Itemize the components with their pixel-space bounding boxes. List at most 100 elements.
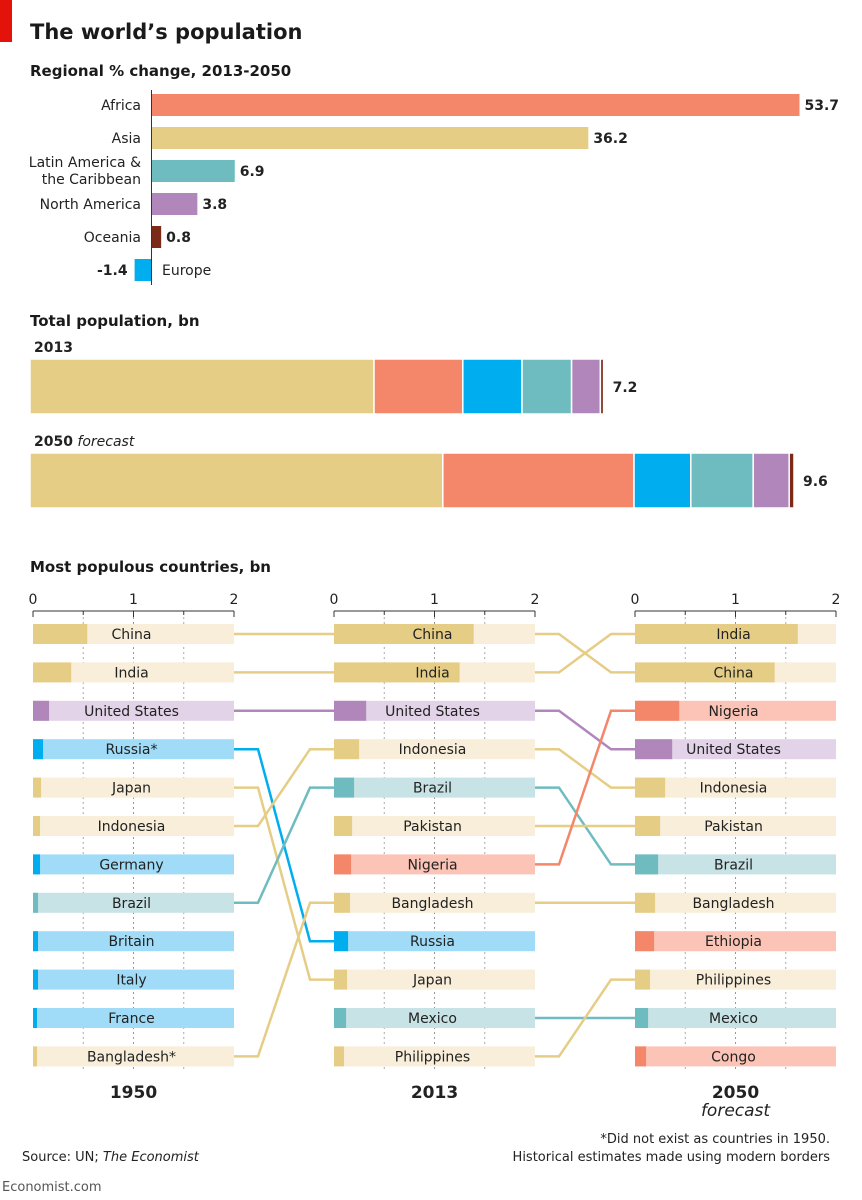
regional-label-latin-america-the-caribbean: Latin America & the Caribbean [29, 155, 141, 188]
column-year-2013: 2013 [411, 1083, 458, 1103]
connector-indonesia [535, 747, 635, 789]
country-bar-2013-pakistan [334, 816, 353, 836]
country-label-2013-brazil: Brazil [413, 781, 452, 797]
axis-tick-label-2050-0: 0 [631, 592, 640, 608]
country-bar-bg-1950-indonesia [33, 816, 234, 836]
country-bar-bg-1950-india [33, 662, 234, 683]
regional-label-europe: Europe [162, 263, 211, 279]
regional-value-africa: 53.7 [805, 98, 840, 114]
country-bar-2050-united-states [635, 739, 673, 760]
connector-indonesia [234, 747, 334, 828]
total-segment-2013-latin-america-the-caribbean [521, 358, 573, 415]
regional-label-north-america: North America [40, 197, 141, 213]
regional-subtitle: Regional % change, 2013-2050 [30, 62, 291, 80]
country-bar-2013-mexico [334, 1008, 347, 1028]
footnote-line-2: Historical estimates made using modern b… [513, 1150, 831, 1165]
country-bar-1950-india [33, 662, 72, 683]
country-bar-bg-2050-indonesia [635, 777, 836, 798]
country-label-2013-nigeria: Nigeria [407, 857, 457, 873]
country-bar-1950-united-states [33, 700, 50, 721]
country-bar-2013-russia [334, 931, 349, 952]
connector-philippines [535, 978, 635, 1058]
country-bar-1950-russia [33, 739, 44, 760]
country-bar-1950-brazil [33, 892, 39, 913]
country-label-2050-india: India [716, 627, 750, 643]
footer: Source: UN; The Economist *Did not exist… [2, 1132, 830, 1195]
total-row-suffix: forecast [73, 434, 135, 450]
country-label-1950-japan: Japan [111, 781, 151, 797]
country-bar-bg-2013-nigeria [334, 854, 535, 875]
country-label-2050-mexico: Mexico [709, 1011, 758, 1027]
regional-label-line: Asia [112, 131, 141, 147]
connector-nigeria [535, 709, 635, 866]
regional-label-line: the Caribbean [42, 172, 141, 188]
axis-tick-label-1950-1: 1 [129, 592, 138, 608]
country-label-2013-indonesia: Indonesia [399, 742, 467, 758]
connector-united-states [535, 709, 635, 751]
regional-change-chart: Regional % change, 2013-2050 Africa 53.7 A… [29, 62, 839, 285]
total-segment-2013-asia [29, 358, 375, 415]
regional-bar-oceania [151, 226, 162, 248]
total-segment-2013-europe [462, 358, 523, 415]
regional-label-asia: Asia [112, 131, 141, 147]
regional-label-africa: Africa [101, 98, 141, 114]
country-bar-bg-2013-pakistan [334, 816, 535, 836]
country-bar-bg-1950-france [33, 1008, 234, 1028]
country-bar-bg-2013-brazil [334, 777, 535, 798]
country-label-1950-china: China [112, 627, 152, 643]
country-bar-2050-china [635, 662, 775, 683]
axis-tick-label-2050-1: 1 [731, 592, 740, 608]
axis-tick-label-1950-2: 2 [230, 592, 239, 608]
country-bar-2050-brazil [635, 854, 659, 875]
country-bar-bg-2050-nigeria [635, 700, 836, 721]
total-segment-2050-africa [442, 452, 635, 509]
regional-label-oceania: Oceania [84, 230, 141, 246]
country-label-2013-philippines: Philippines [395, 1049, 470, 1065]
total-subtitle: Total population, bn [30, 312, 200, 330]
country-bar-2013-indonesia [334, 739, 360, 760]
country-label-2050-ethiopia: Ethiopia [705, 934, 762, 950]
country-bar-2050-ethiopia [635, 931, 655, 952]
country-bar-1950-china [33, 624, 88, 644]
footnote-line-1: *Did not exist as countries in 1950. [600, 1132, 830, 1147]
country-label-1950-russia: Russia* [105, 742, 157, 758]
country-bar-bg-1950-japan [33, 777, 234, 798]
country-bar-bg-2013-philippines [334, 1046, 535, 1067]
connector-india [535, 632, 635, 674]
axis-tick-label-2050-2: 2 [832, 592, 841, 608]
regional-bar-asia [151, 127, 589, 149]
country-bar-bg-2050-united-states [635, 739, 836, 760]
country-label-2050-united-states: United States [686, 742, 781, 758]
country-bar-2013-india [334, 662, 460, 683]
country-label-1950-germany: Germany [99, 857, 163, 873]
country-bar-2050-philippines [635, 969, 651, 990]
axis-tick-label-2013-0: 0 [330, 592, 339, 608]
total-segment-2050-asia [29, 452, 444, 509]
country-bar-2050-bangladesh [635, 892, 656, 913]
regional-value-latin-america-the-caribbean: 6.9 [240, 164, 265, 180]
connector-japan [234, 786, 334, 981]
country-label-2013-mexico: Mexico [408, 1011, 457, 1027]
country-bar-bg-2013-indonesia [334, 739, 535, 760]
country-bar-bg-2050-pakistan [635, 816, 836, 836]
connector-brazil [234, 786, 334, 905]
regional-value-north-america: 3.8 [202, 197, 227, 213]
country-label-2013-bangladesh: Bangladesh [391, 896, 473, 912]
country-label-2050-congo: Congo [711, 1049, 756, 1065]
country-bar-bg-2050-philippines [635, 969, 836, 990]
country-bar-2013-united-states [334, 700, 367, 721]
axis-tick-label-2013-1: 1 [430, 592, 439, 608]
country-label-1950-india: India [114, 665, 148, 681]
regional-value-europe: -1.4 [97, 263, 128, 279]
regional-label-line: Latin America & [29, 155, 141, 171]
country-bar-1950-bangladesh [33, 1046, 38, 1067]
country-bar-2013-china [334, 624, 474, 644]
country-bar-2050-pakistan [635, 816, 661, 836]
total-segment-2050-latin-america-the-caribbean [690, 452, 754, 509]
country-bar-2050-india [635, 624, 798, 644]
column-sub-2050: forecast [701, 1101, 771, 1121]
country-label-2013-china: China [413, 627, 453, 643]
country-bar-2013-brazil [334, 777, 355, 798]
country-label-1950-italy: Italy [116, 973, 146, 989]
country-bar-bg-2050-ethiopia [635, 931, 836, 952]
